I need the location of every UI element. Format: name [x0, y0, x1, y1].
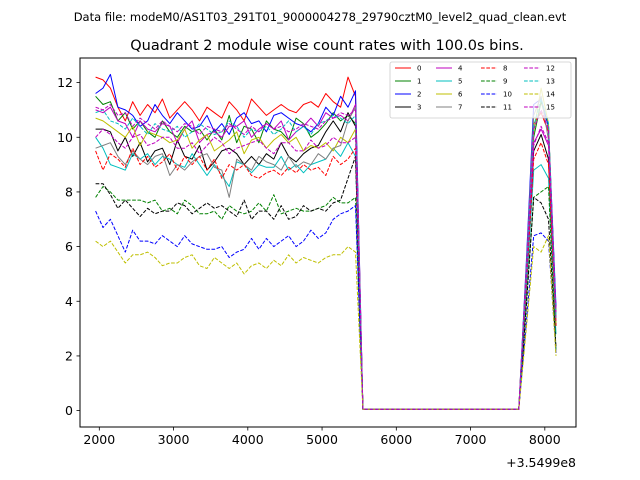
legend-label-9: 9	[503, 78, 507, 86]
legend-label-8: 8	[503, 65, 507, 73]
legend-label-4: 4	[458, 65, 463, 73]
legend-label-11: 11	[503, 104, 512, 112]
x-tick-label: 4000	[232, 432, 264, 447]
chart-title: Quadrant 2 module wise count rates with …	[130, 38, 524, 54]
series-line-9	[95, 186, 557, 410]
legend-label-7: 7	[458, 104, 462, 112]
legend-label-3: 3	[417, 104, 421, 112]
legend-label-15: 15	[546, 104, 555, 112]
y-tick-label: 0	[65, 403, 73, 418]
legend-label-5: 5	[458, 78, 462, 86]
y-tick-label: 8	[65, 184, 73, 199]
plot-lines	[95, 73, 557, 410]
x-tick-label: 7000	[455, 432, 487, 447]
series-line-8	[95, 142, 557, 410]
series-line-15	[95, 104, 557, 410]
y-tick-label: 10	[57, 130, 73, 145]
legend-label-2: 2	[417, 91, 421, 99]
y-tick-label: 6	[65, 239, 73, 254]
series-line-10	[95, 205, 557, 410]
legend-label-6: 6	[458, 91, 463, 99]
legend-label-13: 13	[546, 78, 555, 86]
x-tick-label: 6000	[380, 432, 412, 447]
y-axis-ticks: 0 2 4 6 8 10 12	[57, 75, 80, 418]
y-tick-label: 12	[57, 75, 73, 90]
y-tick-label: 4	[65, 294, 73, 309]
chart-suptitle: Data file: modeM0/AS1T03_291T01_90000042…	[74, 10, 567, 24]
legend-label-1: 1	[417, 78, 421, 86]
x-tick-label: 5000	[306, 432, 338, 447]
series-line-5	[95, 137, 557, 410]
x-tick-label: 3000	[158, 432, 190, 447]
series-line-6	[95, 87, 557, 410]
legend-label-0: 0	[417, 65, 421, 73]
plot-frame	[79, 57, 577, 428]
series-line-12	[95, 125, 557, 410]
series-line-14	[95, 235, 557, 410]
series-line-0	[95, 76, 557, 410]
legend-label-14: 14	[546, 91, 555, 99]
series-line-13	[95, 98, 557, 410]
x-tick-label: 2000	[83, 432, 115, 447]
legend-box	[389, 61, 572, 119]
x-axis-ticks: 2000 3000 4000 5000 6000 7000 8000	[83, 427, 561, 447]
legend-label-12: 12	[546, 65, 555, 73]
x-tick-label: 8000	[529, 432, 561, 447]
legend-label-10: 10	[503, 91, 512, 99]
y-tick-label: 2	[65, 348, 73, 363]
x-axis-offset-label: +3.5499e8	[506, 455, 576, 470]
series-line-11	[95, 155, 557, 410]
series-line-4	[95, 104, 557, 410]
